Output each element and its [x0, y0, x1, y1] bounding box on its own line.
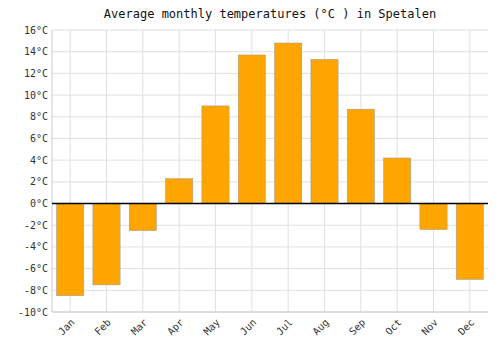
bars: [57, 43, 484, 296]
title: Average monthly temperatures (°C ) in Sp…: [104, 7, 436, 21]
x-grid-line: [179, 30, 180, 312]
chart-container: -10°C -8°C -6°C -4°C -2°C 0°C 2°C 4°C 6°C 8°C 10°C…: [0, 0, 500, 350]
y-tick-labels: -10°C -8°C -6°C -4°C -2°C 0°C 2°C 4°C 6°C 8°C 10°C…: [18, 25, 48, 318]
bar: [238, 55, 265, 204]
x-tick-label: Aug: [310, 317, 331, 338]
x-tick-label: Jan: [56, 317, 77, 338]
y-tick-label: -6°C: [24, 263, 48, 274]
y-tick-label: 12°C: [24, 68, 48, 79]
x-tick-label: Jun: [238, 317, 259, 338]
x-grid-line: [433, 30, 434, 312]
y-tick-label: -10°C: [18, 307, 48, 318]
y-tick-label: -8°C: [24, 285, 48, 296]
bar: [275, 43, 302, 204]
bar: [57, 204, 84, 296]
x-grid-line: [142, 30, 143, 312]
y-tick-label: 8°C: [30, 111, 48, 122]
x-tick-label: Apr: [165, 317, 186, 338]
y-grid-line: [52, 51, 488, 52]
x-tick-label: Jul: [274, 317, 295, 338]
y-grid-line: [52, 181, 488, 182]
x-axis-line: [52, 312, 488, 313]
x-tick-label: Oct: [383, 317, 404, 338]
y-grid-line: [52, 312, 488, 313]
x-tick-label: Feb: [92, 317, 113, 338]
grid: [52, 30, 488, 312]
bar: [384, 158, 411, 204]
bar: [420, 204, 447, 230]
y-tick-label: 16°C: [24, 25, 48, 36]
y-tick-label: -4°C: [24, 241, 48, 252]
x-tick-labels: Jan Feb Mar Apr May Jun Jul Aug Sep Oct Nov Dec: [56, 317, 476, 338]
y-tick-label: -2°C: [24, 220, 48, 231]
bar: [166, 179, 193, 204]
y-tick-label: 4°C: [30, 155, 48, 166]
y-tick-label: 6°C: [30, 133, 48, 144]
page: {"chart_data": {"type": "bar", "title": …: [0, 0, 500, 350]
y-grid-line: [52, 138, 488, 139]
bar: [93, 204, 120, 285]
x-tick-label: May: [201, 317, 222, 338]
x-tick-label: Dec: [456, 317, 477, 338]
y-grid-line: [52, 290, 488, 291]
y-axis-line: [52, 30, 53, 312]
bar: [311, 59, 338, 203]
bar: [202, 106, 229, 204]
y-tick-label: 10°C: [24, 90, 48, 101]
y-grid-line: [52, 73, 488, 74]
zero-line: [52, 203, 488, 205]
bar: [347, 109, 374, 203]
bar: [456, 204, 483, 280]
y-grid-line: [52, 95, 488, 96]
chart-svg: -10°C -8°C -6°C -4°C -2°C 0°C 2°C 4°C 6°C 8°C 10°C…: [0, 0, 500, 350]
x-tick-label: Nov: [419, 317, 440, 338]
y-grid-line: [52, 160, 488, 161]
x-tick-label: Mar: [129, 317, 150, 338]
y-grid-line: [52, 116, 488, 117]
x-tick-label: Sep: [347, 317, 368, 338]
y-grid-line: [52, 30, 488, 31]
y-tick-label: 0°C: [30, 198, 48, 209]
y-tick-label: 14°C: [24, 46, 48, 57]
y-grid-line: [52, 203, 488, 204]
y-tick-label: 2°C: [30, 176, 48, 187]
bar: [129, 204, 156, 231]
